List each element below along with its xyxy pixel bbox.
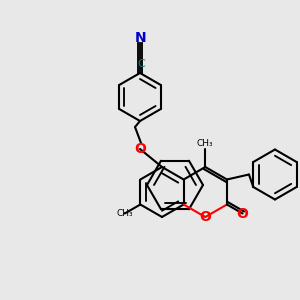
Text: O: O: [237, 206, 248, 220]
Text: C: C: [138, 59, 146, 69]
Text: N: N: [135, 31, 147, 45]
Text: CH₃: CH₃: [197, 139, 214, 148]
Text: O: O: [200, 210, 211, 224]
Text: O: O: [134, 142, 146, 156]
Text: CH₃: CH₃: [116, 209, 133, 218]
